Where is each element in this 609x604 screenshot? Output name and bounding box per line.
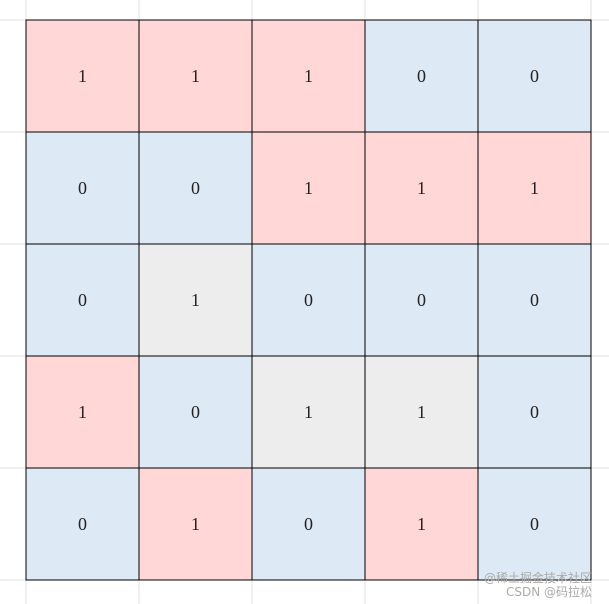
cell (25, 467, 140, 581)
cell (25, 243, 140, 357)
cell-value: 1 (304, 178, 313, 198)
cell (364, 19, 479, 133)
cell-value: 1 (304, 402, 313, 422)
cell-value: 0 (304, 290, 313, 310)
cell-value: 0 (530, 402, 539, 422)
cell-value: 0 (304, 514, 313, 534)
cell-value: 1 (417, 178, 426, 198)
cell-value: 0 (530, 514, 539, 534)
cell-value: 1 (191, 66, 200, 86)
cell-value: 1 (78, 66, 87, 86)
cell (138, 355, 253, 469)
cell-value: 0 (78, 290, 87, 310)
cell (477, 467, 592, 581)
cell-value: 0 (530, 66, 539, 86)
cell-value: 1 (78, 402, 87, 422)
cell-value: 0 (417, 290, 426, 310)
cell-value: 0 (191, 178, 200, 198)
cell (138, 19, 253, 133)
cell (251, 467, 366, 581)
cell (138, 243, 253, 357)
cell (364, 467, 479, 581)
cell-value: 0 (530, 290, 539, 310)
cell-value: 1 (417, 514, 426, 534)
cell (25, 19, 140, 133)
cell-value: 0 (78, 178, 87, 198)
cells: 1 1 1 0 0 0 0 1 1 1 0 1 0 0 0 1 0 1 1 0 0 1 0 1 0 (25, 19, 592, 581)
cell (477, 355, 592, 469)
cell (138, 131, 253, 245)
cell (364, 243, 479, 357)
cell (364, 131, 479, 245)
cell-value: 0 (78, 514, 87, 534)
cell-value: 0 (191, 402, 200, 422)
watermark: @稀土掘金技术社区 (484, 570, 592, 585)
cell (251, 19, 366, 133)
cell (477, 131, 592, 245)
cell-value: 1 (530, 178, 539, 198)
cell-value: 0 (417, 66, 426, 86)
watermark: CSDN @码拉松 (506, 584, 592, 599)
cell-value: 1 (304, 66, 313, 86)
cell (138, 467, 253, 581)
cell (251, 131, 366, 245)
cell-value: 1 (191, 514, 200, 534)
cell-value: 1 (191, 290, 200, 310)
cell (251, 355, 366, 469)
cell (25, 355, 140, 469)
cell (477, 19, 592, 133)
cell (364, 355, 479, 469)
cell-value: 1 (417, 402, 426, 422)
